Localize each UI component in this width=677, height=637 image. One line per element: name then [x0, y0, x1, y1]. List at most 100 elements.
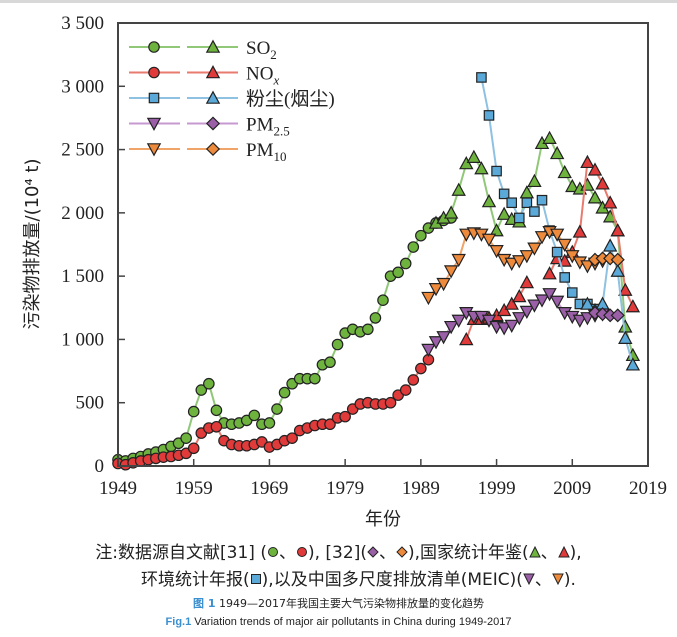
legend-item-1: NOx	[129, 64, 279, 88]
blue-square-icon	[250, 570, 262, 590]
series-line	[480, 77, 596, 310]
note-text: ),国家统计年鉴(	[407, 543, 529, 563]
y-tick-label: 2 500	[61, 140, 104, 161]
data-point	[618, 330, 633, 344]
data-point	[496, 302, 512, 317]
x-tick-label: 1989	[402, 478, 440, 499]
data-point	[557, 253, 572, 267]
note-text: ).	[563, 570, 576, 590]
data-point	[566, 287, 578, 298]
green-triangle-icon	[528, 543, 541, 563]
data-point	[451, 314, 466, 328]
orange-triangle-down-icon	[552, 570, 564, 590]
note-line-1: 注:数据源自文献[31] (、), [32](、),国家统计年鉴(、),	[0, 538, 677, 563]
note-text: 、	[378, 543, 396, 563]
legend-label: NOx	[246, 64, 279, 88]
data-point	[527, 242, 542, 256]
data-point	[557, 238, 572, 252]
data-point	[602, 195, 618, 209]
data-point	[504, 296, 519, 310]
data-point	[519, 185, 535, 199]
legend-item-0: SO2	[129, 38, 277, 62]
legend-marker-icon	[205, 116, 221, 131]
data-point	[428, 283, 444, 297]
data-point	[610, 263, 625, 277]
y-tick-label: 3 500	[61, 13, 104, 34]
axis-layer: 0 500 1 000 1 500 2 000 2 500 3 000 3 500 1949 19…	[61, 13, 667, 499]
series-line	[117, 216, 452, 462]
caption-text-en: Variation trends of major air pollutants…	[194, 616, 512, 628]
data-point	[549, 145, 565, 160]
data-point	[580, 260, 595, 274]
data-point	[331, 338, 344, 351]
emission-chart: 0 500 1 000 1 500 2 000 2 500 3 000 3 500 1949 19…	[22, 13, 667, 530]
data-point	[618, 282, 633, 296]
data-point	[625, 299, 641, 313]
data-point	[610, 252, 625, 267]
purple-diamond-icon	[367, 543, 379, 563]
data-point	[534, 294, 550, 308]
data-point	[407, 241, 420, 253]
x-tick-label: 1969	[250, 478, 288, 499]
data-point	[610, 308, 625, 323]
data-point	[506, 197, 518, 209]
data-point	[489, 245, 504, 259]
data-point	[459, 156, 474, 170]
data-point	[496, 322, 512, 336]
data-point	[534, 231, 550, 245]
data-point	[399, 257, 412, 270]
data-point	[549, 228, 565, 242]
legend-marker-icon	[205, 65, 221, 79]
legend-item-2: 粉尘(烟尘)	[129, 88, 335, 110]
data-point	[384, 396, 397, 409]
data-point	[324, 418, 336, 431]
orange-diamond-icon	[396, 543, 408, 563]
data-point	[529, 206, 540, 217]
data-point	[521, 197, 533, 209]
legend-label: SO2	[246, 38, 277, 62]
data-point	[519, 305, 535, 320]
legend-label: 粉尘(烟尘)	[246, 88, 335, 110]
data-point	[392, 266, 404, 279]
figure-caption-en: Fig.1 Variation trends of major air poll…	[0, 616, 677, 628]
data-point	[187, 442, 200, 455]
data-point	[504, 257, 519, 271]
data-point	[271, 403, 283, 415]
data-point	[610, 223, 625, 237]
data-point	[498, 188, 510, 200]
data-point	[443, 320, 459, 335]
legend-marker-icon	[205, 39, 221, 53]
legend-label: PM2.5	[246, 115, 290, 139]
x-tick-label: 1979	[326, 478, 364, 499]
y-axis-title: 污染物排放量/(10⁴ t)	[22, 158, 43, 329]
y-tick-label: 2 000	[61, 203, 104, 224]
series-9	[587, 251, 625, 267]
data-point	[549, 295, 565, 309]
data-point	[542, 130, 557, 144]
data-point	[339, 410, 351, 423]
note-text: 注:数据源自文献[31] (	[95, 543, 267, 563]
purple-triangle-down-icon	[523, 570, 535, 590]
data-point	[580, 154, 595, 169]
data-point	[565, 250, 580, 264]
data-point	[551, 246, 563, 258]
data-point	[210, 404, 223, 417]
data-point	[512, 288, 527, 303]
data-point	[324, 356, 336, 369]
series-7	[587, 305, 625, 323]
data-point	[572, 224, 588, 238]
legend-marker-icon	[148, 41, 160, 53]
note-text: 、	[278, 543, 296, 563]
data-point	[483, 110, 495, 121]
legend-marker-icon	[146, 143, 162, 157]
data-point	[481, 233, 497, 247]
series-layer	[112, 72, 641, 471]
x-axis-title: 年份	[365, 509, 401, 530]
data-point	[580, 312, 595, 326]
legend-label: PM10	[246, 140, 286, 164]
data-point	[595, 176, 610, 190]
data-point	[415, 229, 427, 242]
legend-marker-icon	[148, 66, 160, 79]
data-point	[428, 336, 444, 350]
data-point	[443, 265, 459, 279]
